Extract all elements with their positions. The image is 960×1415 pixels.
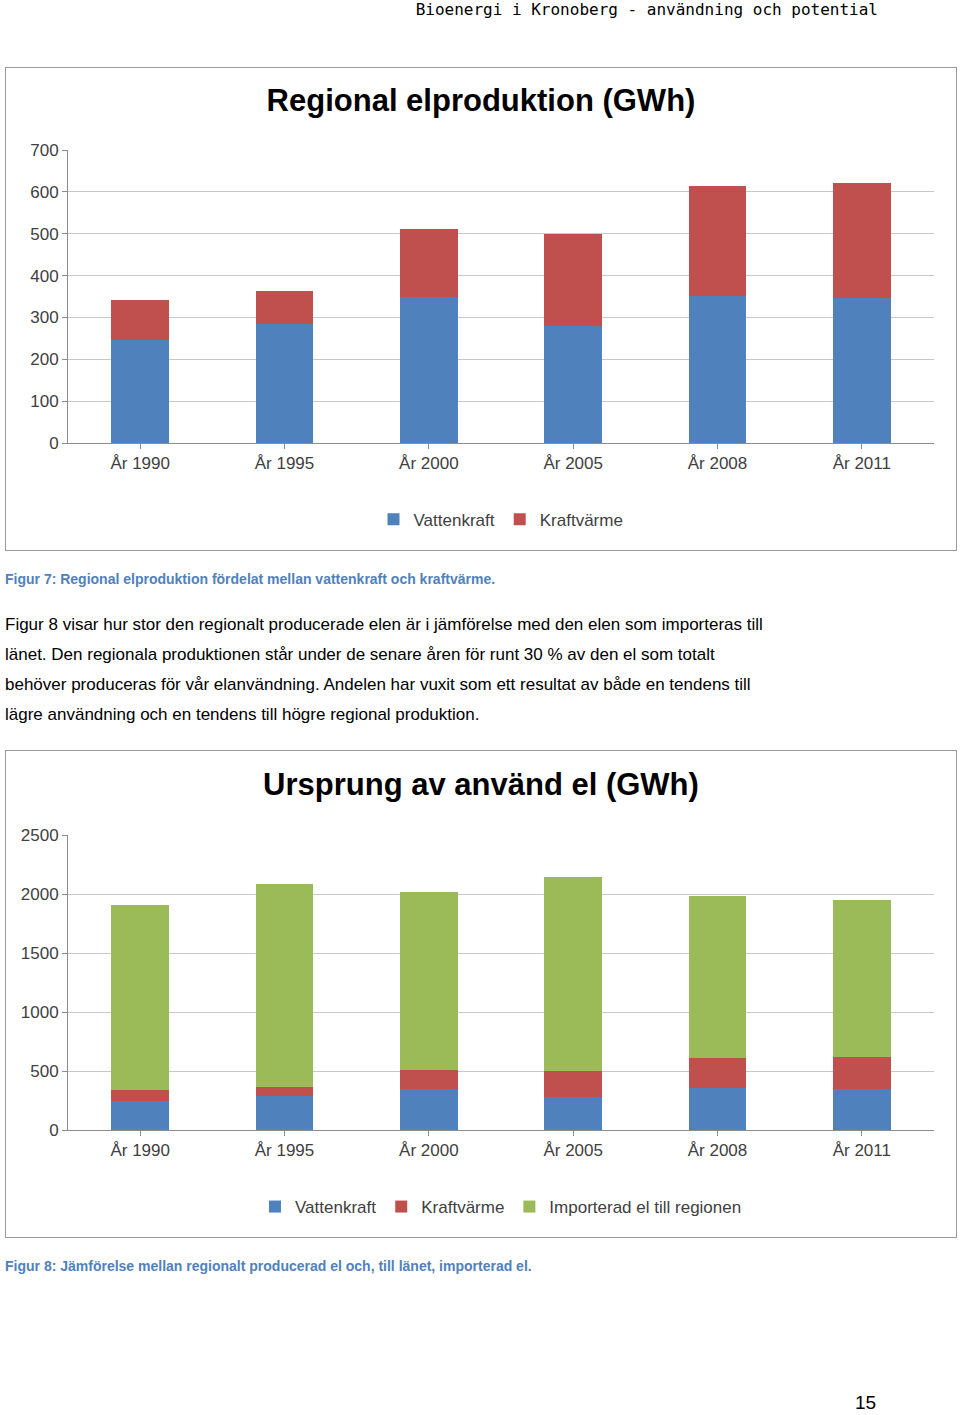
svg-text:100: 100 [30,392,58,411]
svg-text:År 2005: År 2005 [543,1141,603,1160]
svg-text:500: 500 [30,225,58,244]
html-text:lägre användning och en tenden: lägre användning och en tendens till hög… [5,705,480,724]
svg-text:Importerad el till regionen: Importerad el till regionen [549,1198,741,1217]
svg-text:År 2008: År 2008 [688,1141,748,1160]
svg-text:År 1990: År 1990 [110,454,170,473]
svg-text:0: 0 [49,434,58,453]
svg-text:År 2011: År 2011 [833,1141,891,1160]
html-text:Figur 7: Regional elproduktion: Figur 7: Regional elproduktion fördelat … [5,571,496,587]
svg-text:År 2008: År 2008 [688,454,748,473]
html-text:länet. Den regionala produktio: länet. Den regionala produktionen står u… [5,645,715,664]
html-text:behöver produceras för vår ela: behöver produceras för vår elanvändning.… [5,675,751,694]
svg-text:Vattenkraft: Vattenkraft [295,1198,376,1217]
svg-text:År 1995: År 1995 [255,454,315,473]
html-text:Figur 8 visar hur stor den reg: Figur 8 visar hur stor den regionalt pro… [5,615,763,634]
html-text:Bioenergi i Kronoberg - använd: Bioenergi i Kronoberg - användning och p… [415,0,878,19]
svg-text:600: 600 [30,183,58,202]
svg-text:200: 200 [30,350,58,369]
svg-text:400: 400 [30,267,58,286]
svg-text:År 2000: År 2000 [399,1141,459,1160]
svg-text:0: 0 [49,1121,58,1140]
svg-text:Vattenkraft: Vattenkraft [414,511,495,530]
svg-text:År 1990: År 1990 [110,1141,170,1160]
svg-text:2500: 2500 [21,826,59,845]
svg-text:År 2005: År 2005 [543,454,603,473]
svg-text:År 2000: År 2000 [399,454,459,473]
svg-text:Kraftvärme: Kraftvärme [540,511,623,530]
svg-text:År 1995: År 1995 [255,1141,315,1160]
svg-text:1000: 1000 [21,1003,59,1022]
svg-text:300: 300 [30,308,58,327]
html-text:Figur 8: Jämförelse mellan reg: Figur 8: Jämförelse mellan regionalt pro… [5,1258,532,1274]
html-text:15: 15 [855,1392,877,1413]
svg-text:1500: 1500 [21,944,59,963]
svg-text:År 2011: År 2011 [833,454,891,473]
svg-text:Kraftvärme: Kraftvärme [421,1198,504,1217]
svg-text:700: 700 [30,141,58,160]
svg-text:2000: 2000 [21,885,59,904]
svg-text:500: 500 [30,1062,58,1081]
svg-text:Ursprung av använd el (GWh): Ursprung av använd el (GWh) [263,767,699,802]
svg-text:Regional elproduktion (GWh): Regional elproduktion (GWh) [267,83,696,118]
